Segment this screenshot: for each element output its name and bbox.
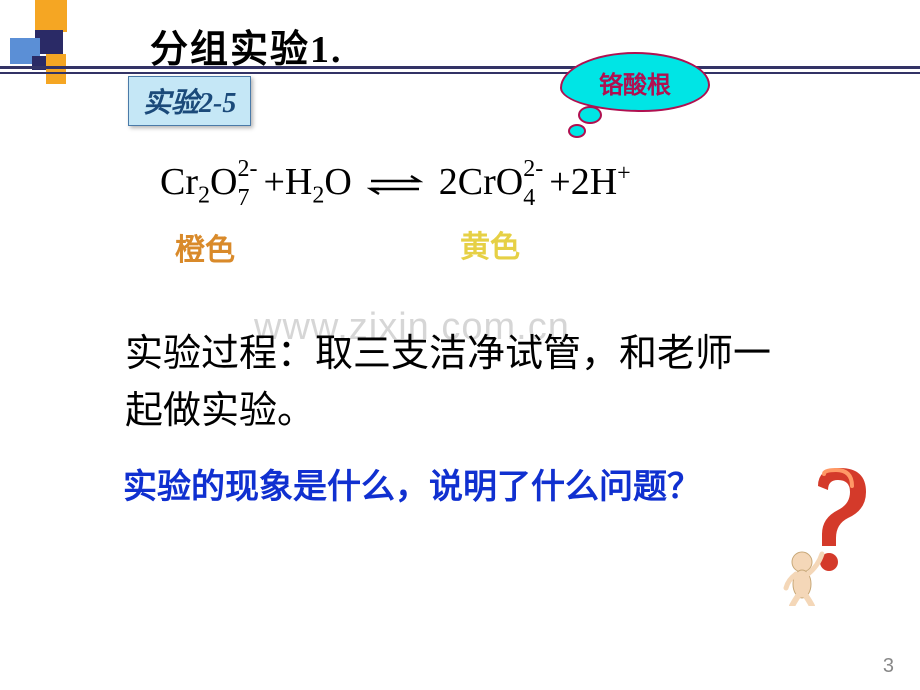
chemical-equation: Cr2O2-7+H2O 2CrO2-4+2H+ bbox=[160, 160, 631, 210]
thought-bubble-main: 铬酸根 bbox=[560, 52, 710, 112]
eq-charge: + bbox=[617, 160, 631, 186]
corner-decoration bbox=[0, 0, 120, 120]
eq-reactant-cr: Cr bbox=[160, 161, 198, 203]
title-underline-2 bbox=[0, 72, 920, 74]
page-title: 分组实验1. bbox=[150, 18, 343, 73]
eq-sub: 4 bbox=[523, 185, 535, 212]
thought-bubble: 铬酸根 bbox=[560, 52, 710, 112]
eq-charge: 2- bbox=[237, 156, 257, 183]
thought-bubble-dot2 bbox=[568, 124, 586, 138]
experiment-label: 实验2-5 bbox=[143, 88, 236, 119]
eq-plus: + bbox=[549, 161, 570, 203]
eq-O: O bbox=[210, 161, 237, 203]
eq-H: H bbox=[285, 161, 312, 203]
eq-O: O bbox=[324, 161, 351, 203]
color-label-orange: 橙色 bbox=[175, 225, 235, 269]
eq-sub: 2 bbox=[198, 183, 210, 209]
page-number: 3 bbox=[883, 655, 894, 678]
eq-plus: + bbox=[263, 161, 284, 203]
corner-svg bbox=[0, 0, 120, 120]
eq-coef: 2 bbox=[439, 161, 458, 203]
color-label-yellow: 黄色 bbox=[460, 222, 520, 266]
eq-charge: 2- bbox=[523, 156, 543, 183]
eq-sub: 2 bbox=[312, 183, 324, 209]
thought-bubble-dot1 bbox=[578, 106, 602, 124]
equilibrium-icon bbox=[367, 163, 423, 207]
eq-sub: 7 bbox=[237, 185, 249, 212]
experiment-label-box: 实验2-5 bbox=[128, 76, 251, 126]
question-text: 实验的现象是什么，说明了什么问题？ bbox=[123, 460, 753, 516]
title-underline-1 bbox=[0, 66, 920, 69]
eq-product: CrO bbox=[458, 161, 523, 203]
procedure-text: 实验过程：取三支洁净试管，和老师一起做实验。 bbox=[125, 326, 795, 440]
eq-product2: 2H bbox=[571, 161, 617, 203]
thought-bubble-text: 铬酸根 bbox=[599, 65, 671, 100]
questionmark-figure-icon bbox=[778, 466, 888, 606]
